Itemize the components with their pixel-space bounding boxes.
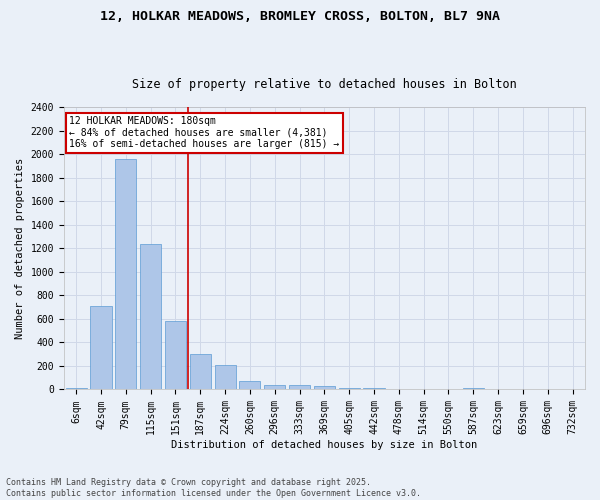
Bar (463, 388, 484, 390)
Bar (165, 322, 186, 390)
Bar (338, 388, 360, 390)
Bar (91, 306, 112, 390)
Bar (65, 388, 87, 390)
Bar (289, 386, 310, 390)
Title: Size of property relative to detached houses in Bolton: Size of property relative to detached ho… (132, 78, 517, 91)
X-axis label: Distribution of detached houses by size in Bolton: Distribution of detached houses by size … (171, 440, 478, 450)
Text: 12, HOLKAR MEADOWS, BROMLEY CROSS, BOLTON, BL7 9NA: 12, HOLKAR MEADOWS, BROMLEY CROSS, BOLTO… (100, 10, 500, 23)
Bar (190, 354, 211, 390)
Bar (314, 386, 335, 390)
Bar (215, 366, 236, 390)
Bar (239, 380, 260, 390)
Y-axis label: Number of detached properties: Number of detached properties (15, 158, 25, 339)
Bar (388, 388, 409, 390)
Text: 12 HOLKAR MEADOWS: 180sqm
← 84% of detached houses are smaller (4,381)
16% of se: 12 HOLKAR MEADOWS: 180sqm ← 84% of detac… (69, 116, 339, 149)
Text: Contains HM Land Registry data © Crown copyright and database right 2025.
Contai: Contains HM Land Registry data © Crown c… (6, 478, 421, 498)
Bar (264, 385, 285, 390)
Bar (140, 244, 161, 390)
Bar (115, 159, 136, 390)
Bar (364, 388, 385, 390)
